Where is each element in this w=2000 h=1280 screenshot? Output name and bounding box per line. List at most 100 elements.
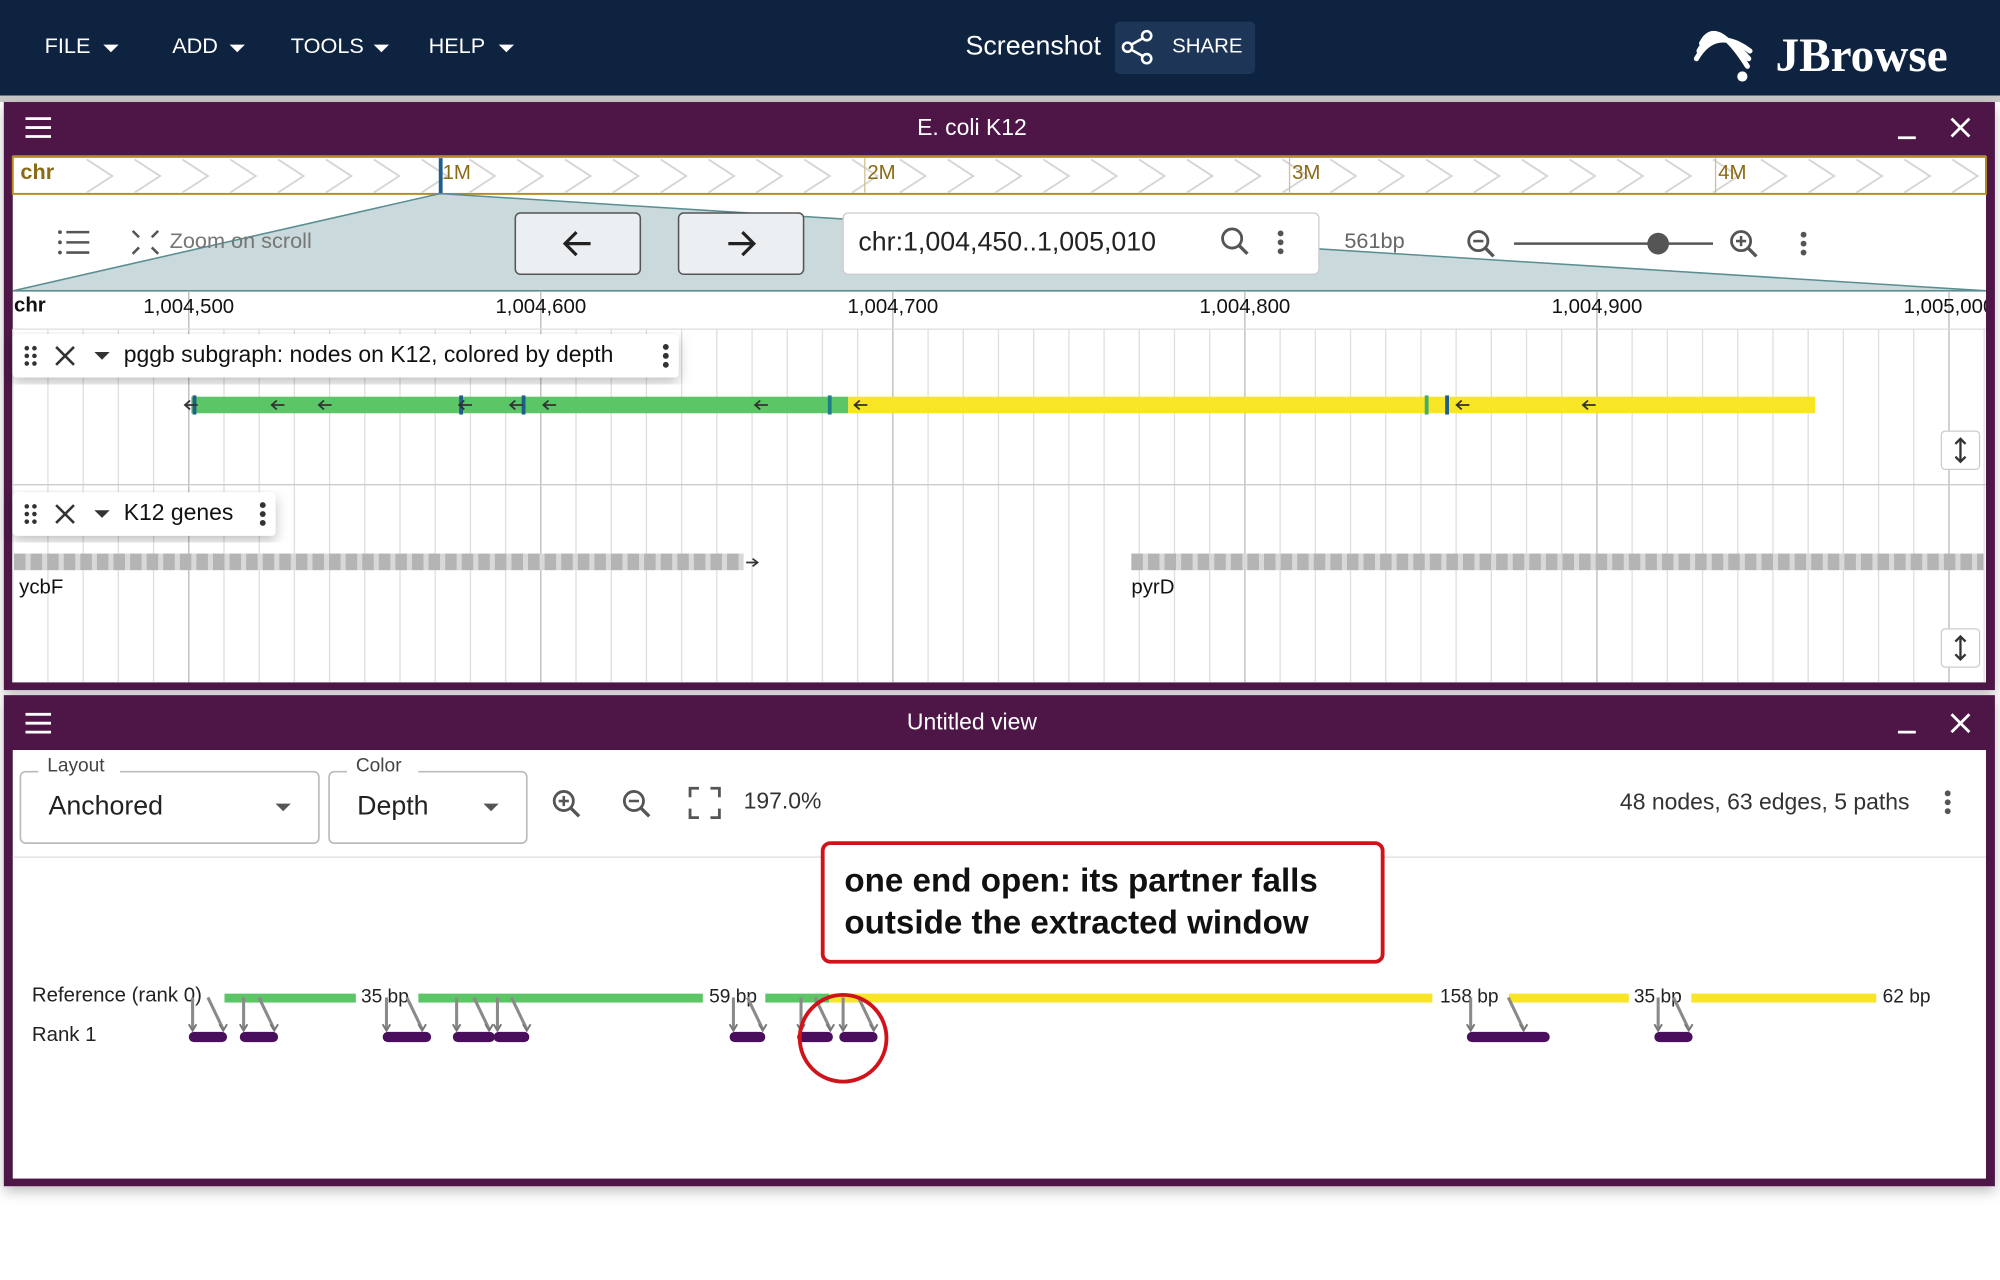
menu-item[interactable]: HELP (429, 33, 515, 58)
ruler: chr 1,004,500 1,004,600 1,004,700 1,004,800 1… (14, 295, 1986, 318)
menu-item[interactable]: ADD (172, 33, 245, 58)
zoom-in-button[interactable] (1730, 230, 1758, 258)
ruler-tick-label: 1,004,900 (1552, 296, 1643, 318)
close-button[interactable] (1950, 713, 1971, 734)
track-label: pggb subgraph: nodes on K12, colored by … (12, 334, 679, 378)
linear-genome-view: E. coli K12 chr 1M 2M 3M 4M Zoom on scroll chr:… (3, 102, 1995, 691)
drag-dot (24, 361, 30, 366)
more-button[interactable] (259, 502, 266, 526)
select-layout[interactable]: Layout Anchored (19, 756, 320, 844)
ref-node (224, 993, 356, 1003)
more-button[interactable] (1277, 230, 1284, 255)
drag-dot (24, 345, 30, 351)
overview-chevron (181, 158, 210, 194)
rank1-node (1466, 1031, 1550, 1043)
rank1-node (797, 1031, 833, 1043)
drag-dot (32, 511, 37, 517)
overview-chevron (421, 158, 449, 194)
overview-tick-label: 2M (867, 162, 895, 184)
segment-length: 158 bp (1440, 986, 1499, 1007)
annotation-text: outside the extracted window (844, 905, 1308, 942)
menu-item[interactable]: FILE (45, 33, 119, 58)
overview-chevron (1903, 158, 1932, 194)
overview-chevron (1090, 158, 1119, 194)
scroll-right-button[interactable] (677, 212, 805, 275)
overview-chevron (1568, 158, 1597, 194)
select-box (19, 770, 320, 844)
strand-arrow (457, 399, 472, 411)
edge-head (1653, 1023, 1663, 1033)
location-input[interactable]: chr:1,004,450..1,005,010 (842, 212, 1320, 275)
zoom-in-button[interactable] (552, 790, 581, 818)
handle (1484, 246, 1495, 258)
select-label: Layout (47, 756, 105, 777)
node-segment (848, 396, 1816, 414)
overview-chevron (1855, 158, 1884, 194)
ref-node (829, 993, 1433, 1003)
zoom-slider-thumb[interactable] (1647, 232, 1670, 255)
drag-handle[interactable] (24, 345, 37, 366)
more-button[interactable] (1800, 231, 1807, 256)
overview-chevron (325, 158, 354, 194)
drag-dot (24, 353, 30, 359)
overview-chevron (1616, 158, 1645, 194)
ruler-ref: chr (14, 295, 46, 317)
node-boundary (1445, 395, 1449, 415)
zoom-level: 197.0% (744, 787, 822, 813)
overview-chevron (1664, 158, 1693, 194)
close-button[interactable] (55, 346, 75, 366)
graph-stats: 48 nodes, 63 edges, 5 paths (1620, 789, 1910, 815)
edge-head (381, 1023, 392, 1033)
close-button[interactable] (55, 504, 75, 524)
track-height-button[interactable] (1940, 628, 1981, 668)
close-button[interactable] (1950, 117, 1971, 138)
zoom-out-button[interactable] (622, 790, 651, 818)
track-name: pggb subgraph: nodes on K12, colored by … (124, 341, 614, 367)
more-button[interactable] (662, 344, 669, 368)
rank1-node (188, 1031, 228, 1043)
overview-chevron (803, 158, 832, 194)
zoom-out-button[interactable] (1467, 230, 1495, 258)
edge-head (484, 1023, 494, 1033)
gene-label: pyrD (1131, 576, 1174, 598)
dot (1800, 231, 1807, 238)
strand-arrow (1581, 399, 1596, 411)
scroll-left-button[interactable] (514, 212, 642, 275)
fit-button[interactable] (688, 786, 721, 820)
annotation-text: one end open: its partner falls (844, 862, 1317, 899)
menu-button[interactable] (25, 712, 52, 734)
strand-arrow (753, 399, 768, 411)
dot (1944, 799, 1951, 806)
overview-chevron (1234, 158, 1262, 194)
zoom-on-scroll-label: Zoom on scroll (170, 228, 312, 253)
menu-button[interactable] (25, 117, 52, 138)
overview-scale: chr 1M 2M 3M 4M (11, 155, 1987, 195)
rank1-node (493, 1031, 530, 1043)
zoom-on-scroll-toggle[interactable]: Zoom on scroll (131, 228, 312, 255)
app-header: FILE ADD TOOLS HELP Screenshot SHARE JBrowse (0, 0, 2000, 103)
edge-head (728, 1023, 739, 1033)
collapse-icon (131, 246, 140, 255)
dropdown-caret (229, 44, 245, 53)
segment-length: 59 bp (709, 986, 757, 1007)
view-title: E. coli K12 (917, 114, 1027, 140)
app-title: Screenshot (966, 30, 1102, 60)
toolbar: Zoom on scroll chr:1,004,450..1,005,010 56… (58, 212, 1807, 275)
close-icon (1950, 117, 1971, 138)
close-icon (55, 346, 75, 366)
dot (662, 352, 669, 359)
select-color[interactable]: Color Depth (328, 756, 528, 844)
track-name: K12 genes (124, 499, 234, 525)
edge (1672, 996, 1691, 1030)
menu-item[interactable]: TOOLS (291, 33, 390, 58)
share-icon (1130, 37, 1144, 46)
select-label-bg (346, 762, 419, 779)
drag-handle[interactable] (24, 504, 37, 524)
more-button[interactable] (1944, 790, 1951, 815)
rank1-node (382, 1031, 432, 1043)
search-button[interactable] (1221, 227, 1249, 255)
track-height-button[interactable] (1940, 430, 1981, 471)
share-button[interactable]: SHARE (1114, 21, 1256, 74)
dot (259, 502, 266, 509)
rank1-node (729, 1031, 766, 1043)
